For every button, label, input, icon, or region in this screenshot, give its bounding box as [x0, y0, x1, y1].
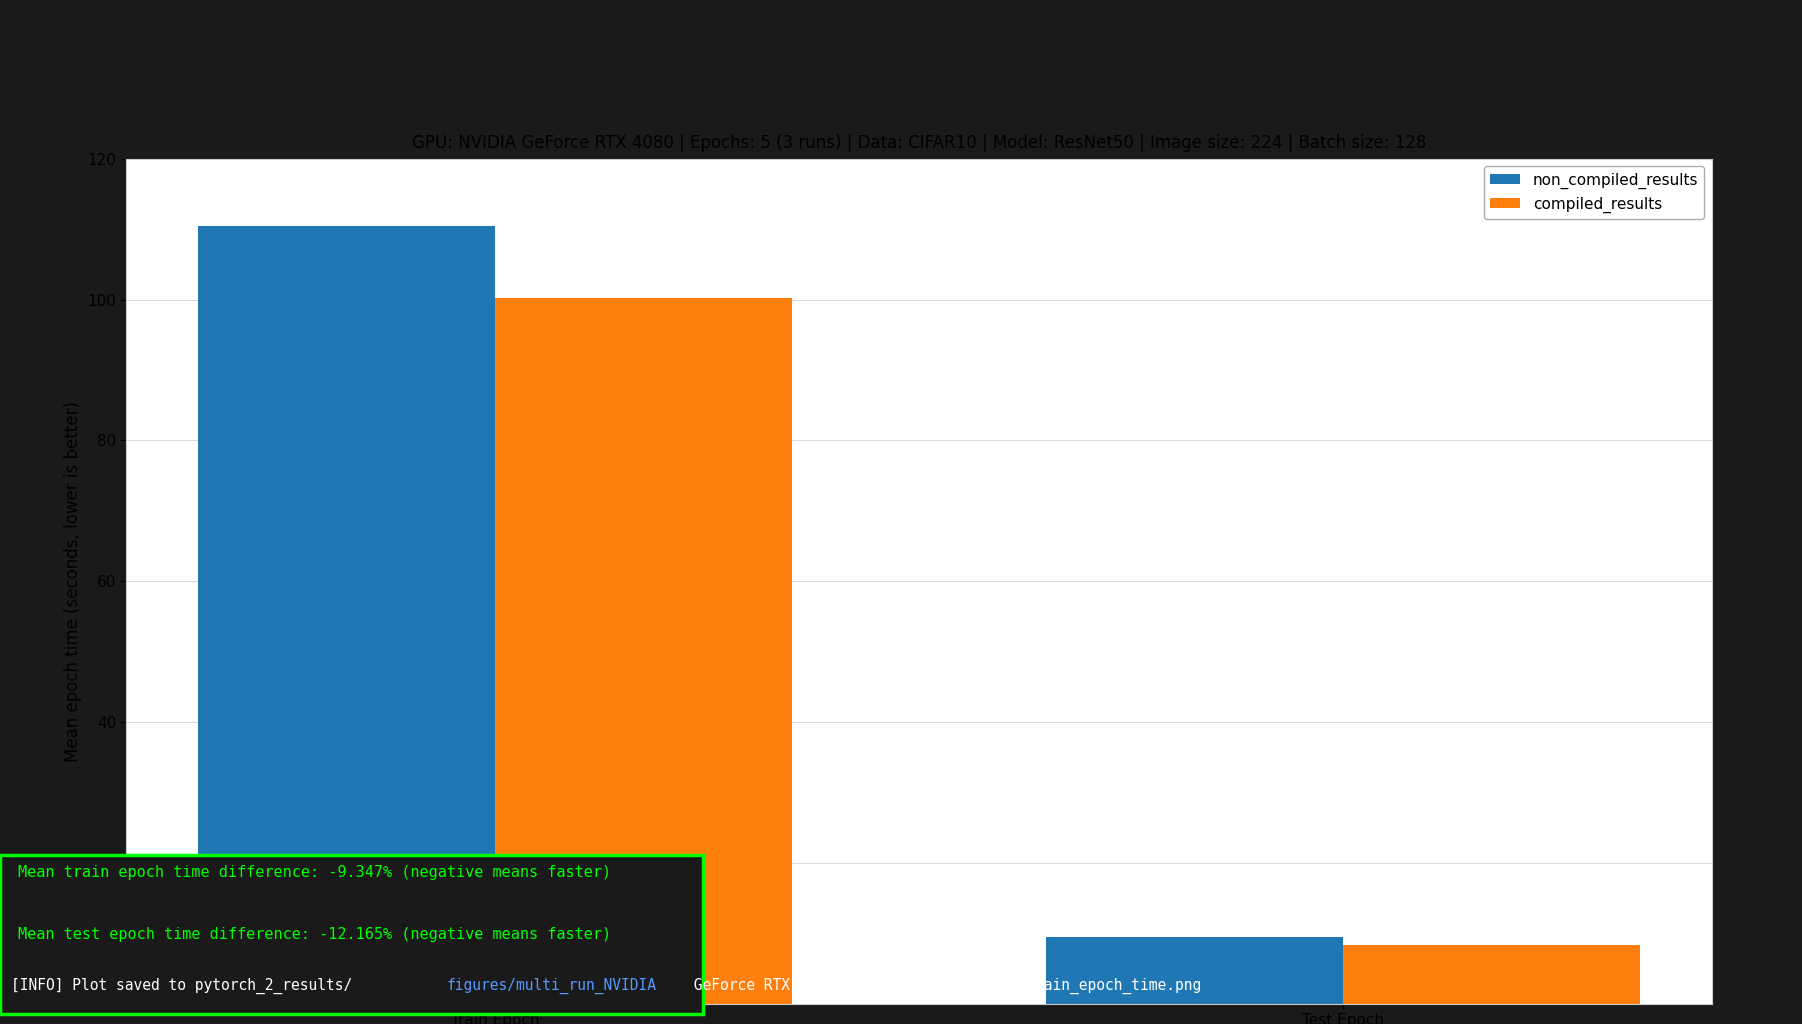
Text: Mean test epoch time difference: -12.165% (negative means faster): Mean test epoch time difference: -12.165…: [18, 927, 611, 942]
Y-axis label: Mean epoch time (seconds, lower is better): Mean epoch time (seconds, lower is bette…: [65, 400, 81, 762]
Text: GeForce RTX 4080_ResNet50_CIFAR10_224_train_epoch_time.png: GeForce RTX 4080_ResNet50_CIFAR10_224_tr…: [685, 978, 1200, 994]
Bar: [198, 225, 496, 1004]
Bar: [1047, 937, 1342, 1004]
Text: [INFO] Plot saved to pytorch_2_results/: [INFO] Plot saved to pytorch_2_results/: [11, 978, 351, 994]
Bar: [496, 298, 791, 1004]
Bar: [1342, 945, 1640, 1004]
Text: Mean train epoch time difference: -9.347% (negative means faster): Mean train epoch time difference: -9.347…: [18, 865, 611, 881]
Title: GPU: NVIDIA GeForce RTX 4080 | Epochs: 5 (3 runs) | Data: CIFAR10 | Model: ResNe: GPU: NVIDIA GeForce RTX 4080 | Epochs: 5…: [413, 133, 1425, 152]
Text: figures/multi_run_NVIDIA: figures/multi_run_NVIDIA: [447, 978, 658, 994]
Legend: non_compiled_results, compiled_results: non_compiled_results, compiled_results: [1483, 166, 1705, 219]
